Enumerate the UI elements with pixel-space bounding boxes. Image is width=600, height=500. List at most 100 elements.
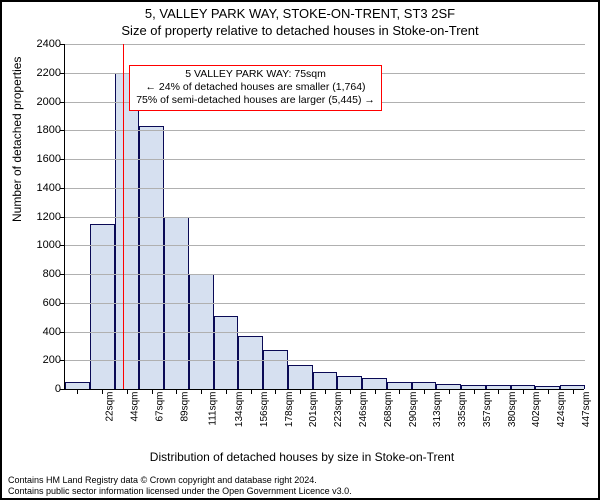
bar	[288, 365, 313, 389]
xtick-label: 335sqm	[457, 392, 468, 428]
xtick-mark	[127, 389, 128, 394]
annotation-line: 5 VALLEY PARK WAY: 75sqm	[136, 68, 375, 81]
ytick-mark	[60, 389, 65, 390]
gridline	[65, 245, 585, 246]
xtick-label: 357sqm	[482, 392, 493, 428]
ytick-label: 2200	[21, 67, 61, 79]
xtick-label: 44sqm	[130, 392, 141, 422]
ytick-mark	[60, 159, 65, 160]
bar	[387, 382, 412, 389]
ytick-label: 1400	[21, 182, 61, 194]
gridline	[65, 332, 585, 333]
bar	[362, 378, 387, 390]
xtick-mark	[498, 389, 499, 394]
gridline	[65, 303, 585, 304]
xtick-label: 402sqm	[531, 392, 542, 428]
bar	[139, 126, 164, 389]
ytick-label: 800	[21, 268, 61, 280]
xtick-mark	[77, 389, 78, 394]
xtick-mark	[226, 389, 227, 394]
gridline	[65, 274, 585, 275]
gridline	[65, 217, 585, 218]
xtick-mark	[325, 389, 326, 394]
marker-line	[123, 44, 124, 389]
gridline	[65, 360, 585, 361]
xtick-mark	[449, 389, 450, 394]
gridline	[65, 188, 585, 189]
xtick-label: 380sqm	[507, 392, 518, 428]
title-line-1: 5, VALLEY PARK WAY, STOKE-ON-TRENT, ST3 …	[2, 6, 598, 21]
xtick-label: 67sqm	[154, 392, 165, 422]
ytick-mark	[60, 102, 65, 103]
y-axis-label: Number of detached properties	[10, 57, 24, 222]
xtick-label: 290sqm	[408, 392, 419, 428]
ytick-label: 200	[21, 354, 61, 366]
xtick-mark	[399, 389, 400, 394]
xtick-label: 156sqm	[259, 392, 270, 428]
ytick-mark	[60, 44, 65, 45]
xtick-label: 447sqm	[581, 392, 592, 428]
annotation-box: 5 VALLEY PARK WAY: 75sqm← 24% of detache…	[129, 65, 382, 111]
bar	[238, 336, 263, 389]
xtick-mark	[176, 389, 177, 394]
bar	[412, 382, 437, 389]
ytick-label: 2000	[21, 96, 61, 108]
chart-page: 5, VALLEY PARK WAY, STOKE-ON-TRENT, ST3 …	[0, 0, 600, 500]
xtick-mark	[548, 389, 549, 394]
xtick-label: 89sqm	[179, 392, 190, 422]
bar	[263, 350, 288, 389]
xtick-mark	[300, 389, 301, 394]
annotation-line: ← 24% of detached houses are smaller (1,…	[136, 81, 375, 94]
x-axis-label: Distribution of detached houses by size …	[2, 450, 600, 464]
ytick-mark	[60, 274, 65, 275]
xtick-mark	[350, 389, 351, 394]
xtick-label: 313sqm	[432, 392, 443, 428]
ytick-label: 0	[21, 383, 61, 395]
ytick-mark	[60, 217, 65, 218]
annotation-line: 75% of semi-detached houses are larger (…	[136, 94, 375, 107]
gridline	[65, 44, 585, 45]
xtick-mark	[152, 389, 153, 394]
xtick-mark	[201, 389, 202, 394]
chart: 0200400600800100012001400160018002000220…	[64, 44, 584, 390]
xtick-mark	[573, 389, 574, 394]
ytick-label: 2400	[21, 38, 61, 50]
xtick-label: 268sqm	[383, 392, 394, 428]
xtick-mark	[424, 389, 425, 394]
xtick-label: 424sqm	[556, 392, 567, 428]
bar	[313, 372, 338, 389]
title-line-2: Size of property relative to detached ho…	[2, 23, 598, 38]
ytick-label: 1800	[21, 124, 61, 136]
bar	[115, 73, 140, 389]
xtick-label: 178sqm	[284, 392, 295, 428]
titles: 5, VALLEY PARK WAY, STOKE-ON-TRENT, ST3 …	[2, 6, 598, 38]
xtick-mark	[275, 389, 276, 394]
bar	[65, 382, 90, 389]
xtick-mark	[251, 389, 252, 394]
xtick-mark	[102, 389, 103, 394]
ytick-label: 400	[21, 326, 61, 338]
gridline	[65, 159, 585, 160]
xtick-label: 223sqm	[333, 392, 344, 428]
xtick-mark	[375, 389, 376, 394]
gridline	[65, 130, 585, 131]
footer: Contains HM Land Registry data © Crown c…	[8, 475, 352, 496]
ytick-label: 1600	[21, 153, 61, 165]
xtick-mark	[474, 389, 475, 394]
ytick-mark	[60, 130, 65, 131]
xtick-mark	[523, 389, 524, 394]
ytick-mark	[60, 245, 65, 246]
bar	[90, 224, 115, 389]
ytick-label: 1200	[21, 211, 61, 223]
ytick-mark	[60, 188, 65, 189]
ytick-mark	[60, 332, 65, 333]
ytick-mark	[60, 303, 65, 304]
xtick-label: 201sqm	[309, 392, 320, 428]
ytick-mark	[60, 73, 65, 74]
xtick-label: 134sqm	[234, 392, 245, 428]
xtick-label: 22sqm	[105, 392, 116, 422]
xtick-label: 111sqm	[208, 392, 219, 426]
bar	[214, 316, 239, 389]
ytick-label: 600	[21, 297, 61, 309]
xtick-label: 246sqm	[358, 392, 369, 428]
